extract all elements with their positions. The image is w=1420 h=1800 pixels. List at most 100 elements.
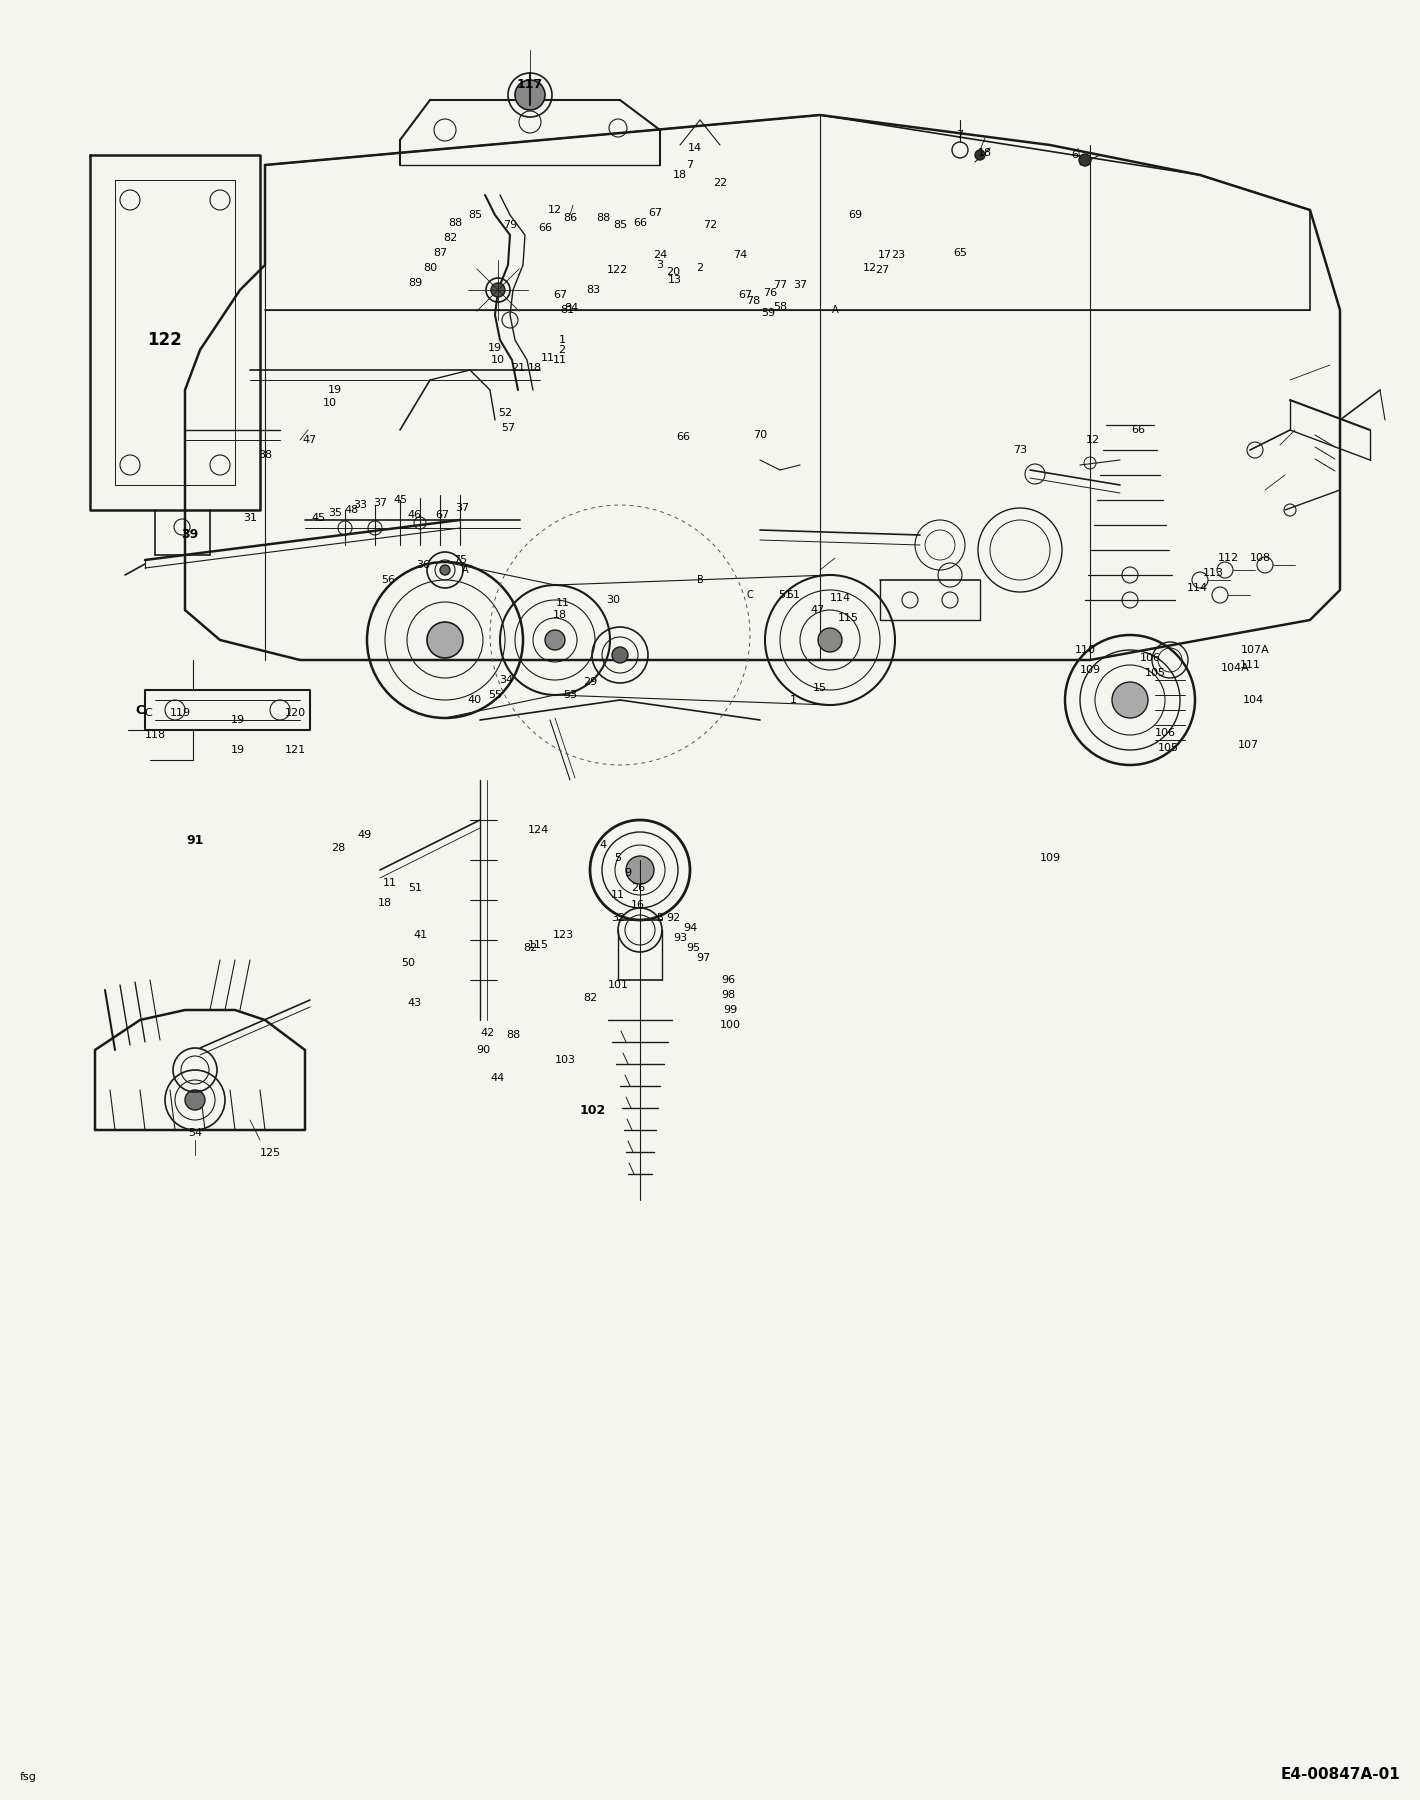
Text: 106: 106 [1139,653,1160,662]
Circle shape [976,149,985,160]
Text: 75: 75 [453,554,467,565]
Text: 110: 110 [1075,644,1095,655]
Text: 84: 84 [564,302,578,313]
Text: 107: 107 [1237,740,1258,751]
Text: 69: 69 [848,211,862,220]
Text: 104: 104 [1242,695,1264,706]
Text: 28: 28 [331,842,345,853]
Text: fsg: fsg [20,1771,37,1782]
Text: 11: 11 [383,878,398,887]
Text: 123: 123 [552,931,574,940]
Text: 43: 43 [408,997,422,1008]
Text: 20: 20 [666,266,680,277]
Text: 30: 30 [606,596,621,605]
Text: 118: 118 [145,731,166,740]
Text: E4-00847A-01: E4-00847A-01 [1281,1768,1400,1782]
Text: 74: 74 [733,250,747,259]
Text: 88: 88 [506,1030,520,1040]
Text: 12: 12 [548,205,562,214]
Text: 97: 97 [696,952,710,963]
Text: 19: 19 [231,745,246,754]
Text: 102: 102 [579,1103,606,1116]
Text: C: C [747,590,754,599]
Text: 103: 103 [554,1055,575,1066]
Text: 59: 59 [761,308,775,319]
Text: 87: 87 [433,248,447,257]
Text: 113: 113 [1203,569,1224,578]
Text: 70: 70 [753,430,767,439]
Text: 86: 86 [562,212,577,223]
Text: 11: 11 [557,598,569,608]
Text: 85: 85 [613,220,628,230]
Circle shape [545,630,565,650]
Text: 82: 82 [523,943,537,952]
Text: 122: 122 [606,265,628,275]
Text: 16: 16 [630,900,645,911]
Text: 89: 89 [408,277,422,288]
Text: 5: 5 [615,853,622,862]
Text: 52: 52 [498,409,513,418]
Text: 3: 3 [656,259,663,270]
Text: 6: 6 [1072,149,1079,160]
Text: 1: 1 [790,695,797,706]
Text: 91: 91 [186,833,203,846]
Text: 99: 99 [723,1004,737,1015]
Text: 13: 13 [667,275,682,284]
Text: 83: 83 [586,284,601,295]
Text: 66: 66 [538,223,552,232]
Text: 112: 112 [1217,553,1238,563]
Text: 114: 114 [1187,583,1207,592]
Text: B: B [656,913,663,923]
Text: 51: 51 [778,590,792,599]
Text: 18: 18 [552,610,567,619]
Text: 19: 19 [488,344,503,353]
Text: 54: 54 [187,1129,202,1138]
Text: 31: 31 [243,513,257,524]
Text: 78: 78 [746,295,760,306]
Text: 29: 29 [582,677,598,688]
Text: 10: 10 [491,355,506,365]
Text: 76: 76 [763,288,777,299]
Text: 119: 119 [169,707,190,718]
Circle shape [440,565,450,574]
Text: 27: 27 [875,265,889,275]
Text: 125: 125 [260,1148,281,1157]
Text: 107A: 107A [1241,644,1269,655]
Text: 15: 15 [814,682,826,693]
Text: 67: 67 [648,209,662,218]
Text: 79: 79 [503,220,517,230]
Text: 58: 58 [772,302,787,311]
Text: 12: 12 [863,263,878,274]
Text: 11: 11 [611,889,625,900]
Text: 22: 22 [713,178,727,187]
Text: 106: 106 [1154,727,1176,738]
Text: 85: 85 [469,211,481,220]
Text: 12: 12 [1086,436,1100,445]
Text: 32: 32 [611,913,625,923]
Text: 101: 101 [608,979,629,990]
Text: 124: 124 [527,824,548,835]
Text: 51: 51 [408,884,422,893]
Circle shape [1112,682,1147,718]
Text: 80: 80 [423,263,437,274]
Text: 66: 66 [633,218,648,229]
Text: 33: 33 [354,500,366,509]
Text: 65: 65 [953,248,967,257]
Text: 104A: 104A [1221,662,1250,673]
Text: 67: 67 [552,290,567,301]
Text: 88: 88 [447,218,462,229]
Text: 45: 45 [393,495,408,506]
Text: 39: 39 [182,527,199,540]
Text: 57: 57 [501,423,515,434]
Text: 53: 53 [562,689,577,700]
Text: 2: 2 [558,346,565,355]
Text: 18: 18 [673,169,687,180]
Text: B: B [697,574,703,585]
Text: A: A [832,304,838,315]
Text: 26: 26 [630,884,645,893]
Text: 55: 55 [488,689,503,700]
Text: 42: 42 [481,1028,496,1039]
Text: 92: 92 [666,913,680,923]
Text: 4: 4 [599,841,606,850]
Text: 37: 37 [792,281,807,290]
